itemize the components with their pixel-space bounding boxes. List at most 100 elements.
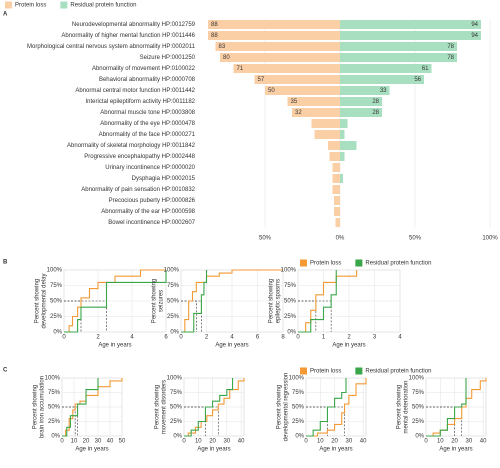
y-tick-label: 75% [48, 390, 61, 396]
bar [254, 75, 340, 84]
x-tick-label: 1 [322, 335, 326, 341]
x-tick-label: 0 [60, 439, 64, 445]
category-label: Dysphagia HP:0002015 [132, 176, 196, 182]
bar [233, 64, 340, 73]
bar [340, 130, 345, 139]
y-axis-title: Percent showing [152, 279, 158, 323]
x-tick-label: 40 [238, 439, 245, 445]
y-tick-label: 100% [45, 376, 61, 382]
value-label: 80 [223, 55, 230, 61]
category-label: Bowel incontinence HP:0002607 [108, 220, 195, 226]
y-tick-label: 0% [170, 330, 179, 336]
y-tick-label: 50% [50, 299, 63, 305]
value-label: 56 [414, 77, 421, 83]
x-tick-label: 0 [62, 335, 66, 341]
x-tick-label: 4 [130, 335, 134, 341]
y-tick-label: 25% [167, 314, 180, 320]
y-tick-label: 75% [292, 390, 305, 396]
panel-label: C [3, 368, 8, 374]
bar [292, 108, 340, 117]
legend-swatch [300, 367, 307, 375]
category-label: Morphological central nervous system abn… [27, 44, 196, 50]
x-tick-label: 30 [466, 439, 473, 445]
panel-label: A [3, 12, 8, 18]
y-axis-title: developmental regression [284, 373, 290, 442]
y-tick-label: 25% [170, 419, 183, 425]
y-tick-label: 0% [295, 434, 304, 440]
value-label: 94 [471, 22, 478, 28]
category-label: Seizure HP:0001250 [140, 55, 196, 61]
y-tick-label: 50% [292, 405, 305, 411]
y-axis-title: Percent showing [269, 279, 275, 323]
y-axis-title: developmental delay [42, 273, 48, 328]
x-tick-label: 2 [205, 335, 209, 341]
legend-label: Residual protein function [365, 261, 431, 267]
legend-swatch [300, 259, 307, 267]
km-curve [306, 378, 347, 437]
bar [329, 152, 340, 161]
x-tick-label: 0% [336, 236, 345, 242]
x-tick-label: 30 [224, 439, 231, 445]
x-tick-label: 10 [195, 439, 202, 445]
legend-label: Protein loss [310, 261, 341, 267]
y-axis-title: Percent showing [155, 385, 161, 429]
bar [340, 174, 343, 183]
bar [340, 64, 432, 73]
bar [287, 97, 340, 106]
bar [340, 97, 382, 106]
value-label: 33 [380, 88, 387, 94]
x-tick-label: 8 [281, 335, 285, 341]
category-label: Progressive encephalopathy HP:0002448 [84, 154, 195, 160]
y-tick-label: 50% [170, 405, 183, 411]
y-axis-title: Percent showing [277, 385, 283, 429]
legend-swatch [355, 367, 363, 375]
category-label: Abnormality of higher mental function HP… [61, 33, 195, 39]
y-tick-label: 100% [167, 376, 183, 382]
bar [332, 185, 340, 194]
bar [332, 163, 340, 172]
category-label: Abnormality of the eye HP:0000478 [100, 121, 195, 127]
x-tick-label: 50 [119, 439, 126, 445]
bar [265, 86, 340, 95]
category-label: Precocious puberty HP:0000826 [109, 198, 196, 204]
x-tick-label: 2 [347, 335, 351, 341]
y-tick-label: 0% [51, 434, 60, 440]
y-tick-label: 25% [50, 314, 63, 320]
km-curve [181, 270, 208, 333]
bar [220, 53, 340, 62]
y-tick-label: 50% [284, 299, 297, 305]
km-curve [184, 378, 234, 437]
km-curve [64, 269, 166, 333]
category-label: Abnormality of pain sensation HP:0010832 [81, 187, 195, 193]
value-label: 94 [471, 33, 478, 39]
value-label: 83 [219, 44, 226, 50]
x-tick-label: 4 [230, 335, 234, 341]
x-tick-label: 20 [209, 439, 216, 445]
y-axis-title: seizures [159, 290, 165, 312]
bar [340, 86, 390, 95]
y-tick-label: 50% [412, 405, 425, 411]
x-axis-title: Age in years [319, 447, 352, 453]
x-axis-title: Age in years [439, 447, 472, 453]
x-tick-label: 6 [256, 335, 260, 341]
y-tick-label: 75% [167, 283, 180, 289]
y-tick-label: 100% [281, 268, 297, 274]
x-tick-label: 20 [83, 439, 90, 445]
y-tick-label: 25% [284, 314, 297, 320]
legend-swatch [5, 1, 12, 9]
bar [208, 20, 340, 29]
value-label: 78 [447, 44, 454, 50]
value-label: 50 [268, 88, 275, 94]
x-tick-label: 0 [296, 335, 300, 341]
x-tick-label: 20 [451, 439, 458, 445]
x-tick-label: 30 [346, 439, 353, 445]
y-tick-label: 0% [287, 330, 296, 336]
value-label: 28 [372, 99, 379, 105]
y-tick-label: 25% [292, 419, 305, 425]
x-tick-label: 10 [71, 439, 78, 445]
x-tick-label: 50% [409, 236, 422, 242]
y-tick-label: 75% [412, 390, 425, 396]
category-label: Behavioral abnormality HP:0000708 [99, 77, 196, 83]
x-axis-title: Age in years [98, 343, 131, 349]
